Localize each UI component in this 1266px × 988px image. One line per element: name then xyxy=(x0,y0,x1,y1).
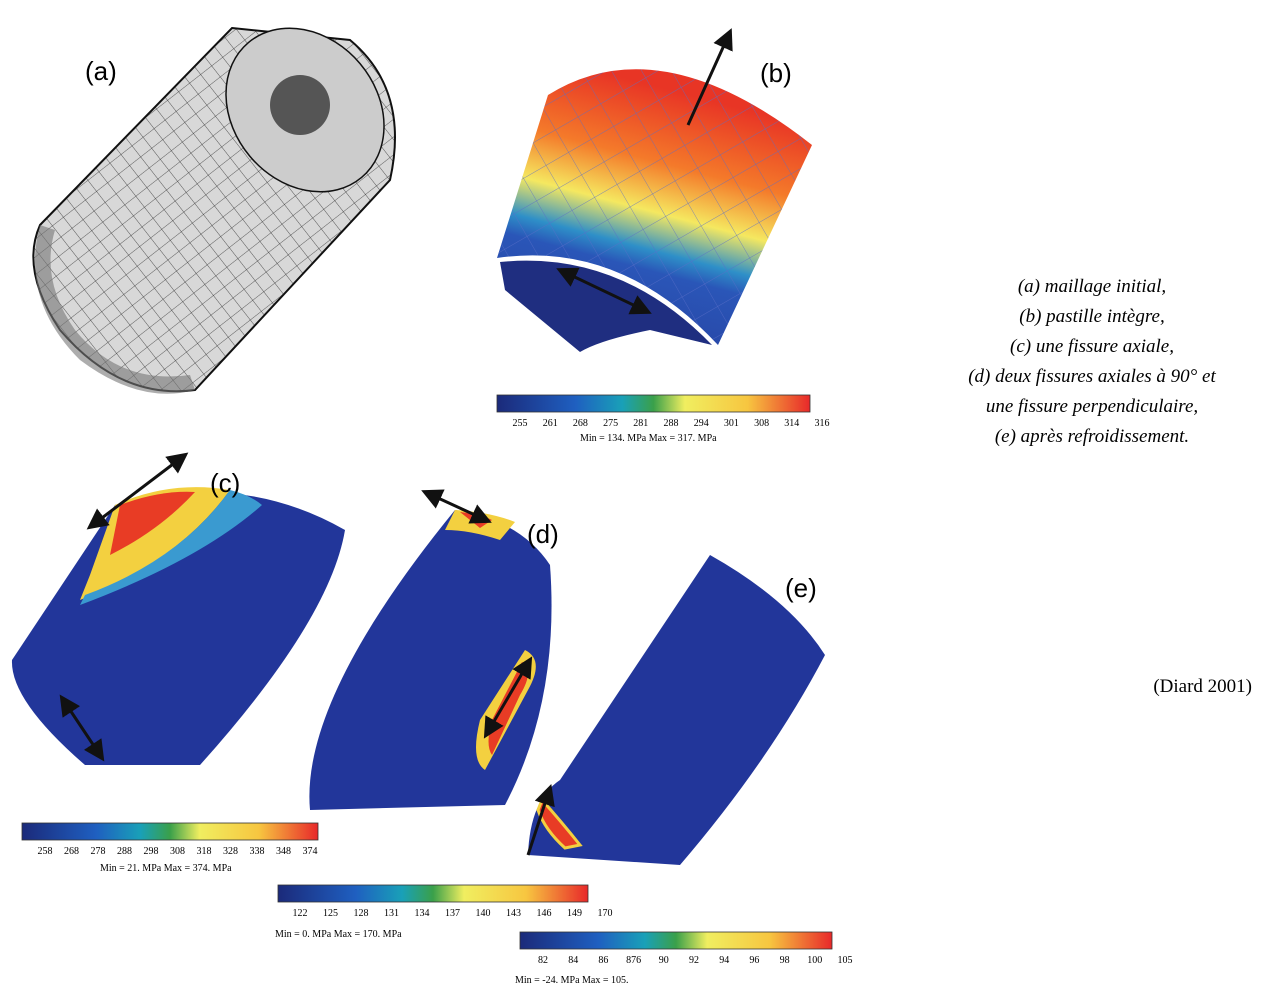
colorbar-tick: 140 xyxy=(476,908,491,919)
colorbar-tick: 268 xyxy=(64,846,79,857)
colorbar-tick: 137 xyxy=(445,908,460,919)
colorbar-range: Min = -24. MPa Max = 105. xyxy=(515,975,629,986)
colorbar-tick: 86 xyxy=(598,955,608,966)
colorbars: 255 261 268 275 281 288 294 301 308 314 316 Min = 1… xyxy=(21,394,853,986)
colorbar-tick: 146 xyxy=(537,908,552,919)
colorbar-tick: 258 xyxy=(38,846,53,857)
colorbar-tick: 348 xyxy=(276,846,291,857)
colorbar-tick: 134 xyxy=(415,908,430,919)
panel-label: (d) xyxy=(527,519,559,549)
colorbar-tick: 128 xyxy=(354,908,369,919)
colorbar-tick: 143 xyxy=(506,908,521,919)
pellet-b xyxy=(497,28,812,352)
caption-line: (b) pastille intègre, xyxy=(1019,306,1164,327)
caption-line: (e) après refroidissement. xyxy=(995,426,1189,447)
colorbar-tick: 308 xyxy=(754,418,769,429)
pellet-e xyxy=(526,555,825,865)
colorbar-range: Min = 21. MPa Max = 374. MPa xyxy=(100,863,232,874)
colorbar-tick: 308 xyxy=(170,846,185,857)
caption-line: (c) une fissure axiale, xyxy=(1010,336,1174,357)
colorbar-tick: 278 xyxy=(91,846,106,857)
colorbar-tick: 255 xyxy=(513,418,528,429)
colorbar-tick: 122 xyxy=(293,908,308,919)
colorbar xyxy=(277,884,589,903)
pellet-d xyxy=(309,489,552,810)
colorbar-tick: 876 xyxy=(626,955,641,966)
colorbar-tick: 125 xyxy=(323,908,338,919)
colorbar xyxy=(21,822,319,841)
colorbar-tick: 92 xyxy=(689,955,699,966)
panel-label: (e) xyxy=(785,573,817,603)
colorbar-tick: 298 xyxy=(144,846,159,857)
caption-line: une fissure perpendiculaire, xyxy=(986,396,1198,417)
colorbar-tick: 94 xyxy=(719,955,729,966)
pellet-c xyxy=(11,452,345,765)
colorbar xyxy=(519,931,833,950)
colorbar-tick: 131 xyxy=(384,908,399,919)
colorbar-tick: 82 xyxy=(538,955,548,966)
colorbar-tick: 318 xyxy=(197,846,212,857)
colorbar-tick: 90 xyxy=(659,955,669,966)
panel-label: (a) xyxy=(85,56,117,86)
colorbar-tick: 149 xyxy=(567,908,582,919)
colorbar-tick: 288 xyxy=(117,846,132,857)
colorbar-tick: 328 xyxy=(223,846,238,857)
colorbar-range: Min = 0. MPa Max = 170. MPa xyxy=(275,929,402,940)
colorbar-tick: 374 xyxy=(303,846,318,857)
colorbar-tick: 288 xyxy=(664,418,679,429)
caption-line: (d) deux fissures axiales à 90° et xyxy=(968,366,1216,387)
colorbar-tick: 98 xyxy=(780,955,790,966)
panel-label: (b) xyxy=(760,58,792,88)
colorbar-tick: 294 xyxy=(694,418,709,429)
colorbar-tick: 105 xyxy=(838,955,853,966)
colorbar-tick: 261 xyxy=(543,418,558,429)
panel-label: (c) xyxy=(210,468,240,498)
colorbar-tick: 275 xyxy=(603,418,618,429)
colorbar-tick: 84 xyxy=(568,955,578,966)
colorbar-range: Min = 134. MPa Max = 317. MPa xyxy=(580,433,717,444)
colorbar xyxy=(496,394,811,413)
citation: (Diard 2001) xyxy=(1153,676,1252,697)
colorbar-tick: 338 xyxy=(250,846,265,857)
colorbar-tick: 301 xyxy=(724,418,739,429)
colorbar-tick: 281 xyxy=(633,418,648,429)
colorbar-tick: 316 xyxy=(815,418,830,429)
colorbar-tick: 170 xyxy=(598,908,613,919)
colorbar-tick: 268 xyxy=(573,418,588,429)
colorbar-tick: 100 xyxy=(807,955,822,966)
colorbar-tick: 314 xyxy=(784,418,799,429)
colorbar-tick: 96 xyxy=(749,955,759,966)
mesh-cylinder xyxy=(32,26,396,394)
caption-line: (a) maillage initial, xyxy=(1018,276,1166,297)
